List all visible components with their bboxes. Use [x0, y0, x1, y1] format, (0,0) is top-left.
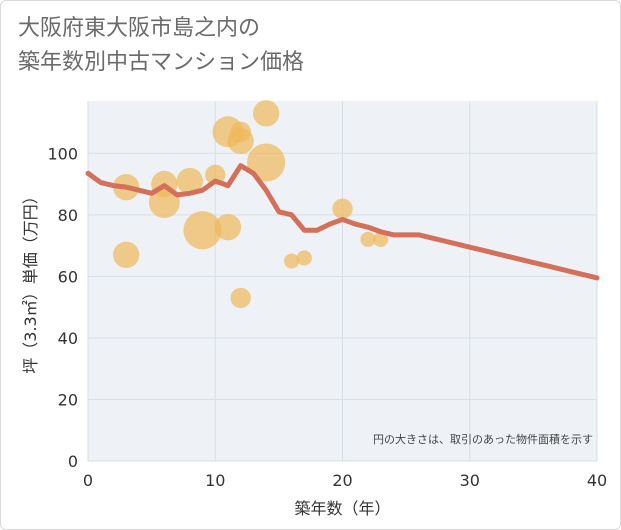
x-tick-label: 30: [460, 471, 480, 490]
x-tick-label: 0: [83, 471, 93, 490]
bubble: [230, 287, 251, 309]
x-axis-label: 築年数（年）: [294, 499, 390, 518]
chart-title-line1: 大阪府東大阪市島之内の: [18, 16, 261, 41]
bubble: [247, 143, 286, 182]
bubble: [148, 187, 180, 219]
bubble: [214, 213, 242, 241]
y-tick-label: 40: [58, 329, 78, 348]
y-tick-label: 100: [47, 144, 78, 163]
bubble: [373, 231, 389, 248]
y-tick-label: 0: [68, 452, 78, 471]
average-price-line: [85, 163, 600, 281]
y-tick-label: 20: [58, 390, 78, 409]
bubble: [112, 241, 140, 269]
bubble: [296, 250, 312, 266]
axis-ticks: 0 10 20 30 40 0 20 40 60 80 100: [47, 144, 607, 490]
bubble: [360, 231, 376, 248]
y-tick-label: 80: [58, 206, 78, 225]
bubble: [176, 167, 203, 195]
chart-title-line2: 築年数別中古マンション価格: [18, 50, 305, 75]
y-tick-label: 60: [58, 267, 78, 286]
chart-title: 大阪府東大阪市島之内の 築年数別中古マンション価格: [18, 12, 598, 80]
bubble: [332, 198, 353, 219]
bubble: [205, 164, 226, 186]
bubble: [284, 253, 300, 269]
y-axis-label: 坪（3.3㎡）単価（万円）: [21, 188, 40, 373]
bubble: [230, 121, 251, 142]
x-tick-label: 20: [332, 471, 352, 490]
x-tick-label: 40: [587, 471, 607, 490]
bubble-size-note: 円の大きさは、取引のあった物件面積を示す: [373, 432, 593, 446]
bubble: [183, 211, 222, 250]
bubble: [252, 100, 280, 127]
x-tick-label: 10: [205, 471, 225, 490]
